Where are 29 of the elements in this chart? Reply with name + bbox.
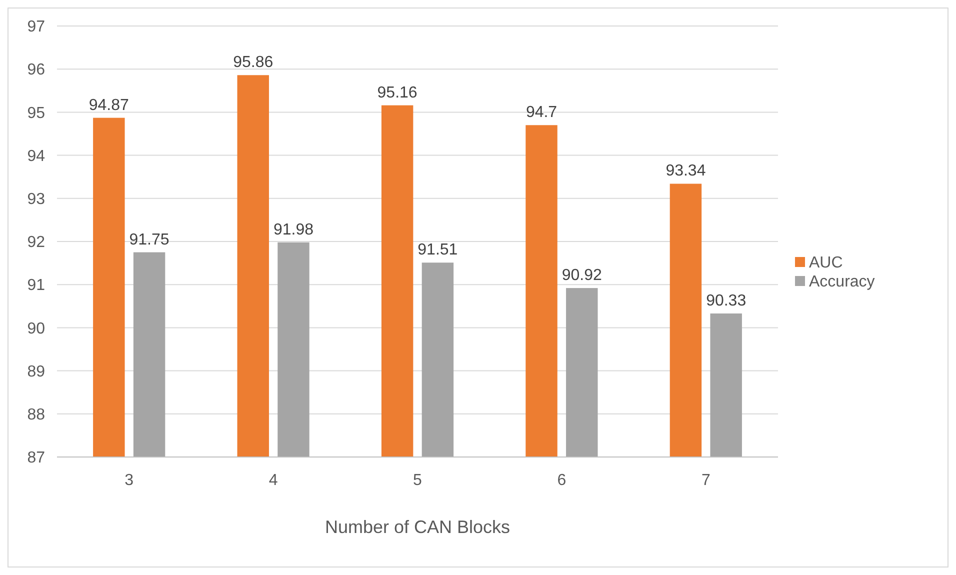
- y-tick-label: 94: [27, 148, 46, 165]
- data-label: 94.7: [526, 104, 558, 122]
- y-tick-label: 93: [27, 191, 46, 208]
- data-label: 93.34: [666, 162, 706, 180]
- data-label: 95.86: [233, 54, 274, 72]
- x-axis-title: Number of CAN Blocks: [324, 517, 510, 537]
- y-tick-label: 95: [27, 104, 46, 122]
- y-tick-label: 90: [27, 320, 46, 338]
- y-tick-label: 92: [27, 234, 46, 252]
- x-tick-label: 4: [268, 472, 278, 489]
- data-label: 95.16: [377, 84, 418, 102]
- y-tick-label: 91: [27, 277, 46, 294]
- x-tick-label: 6: [557, 472, 566, 489]
- data-label: 90.92: [562, 267, 602, 284]
- y-tick-label: 89: [27, 363, 46, 380]
- y-tick-label: 97: [27, 18, 46, 36]
- y-tick-label: 88: [27, 406, 46, 424]
- x-tick-label: 5: [413, 472, 422, 489]
- data-label: 94.87: [88, 96, 130, 114]
- x-tick-label: 7: [701, 472, 710, 489]
- x-tick-label: 3: [124, 472, 134, 489]
- legend-label: AUC: [809, 254, 843, 272]
- data-label: 90.33: [706, 292, 746, 310]
- y-tick-label: 87: [27, 450, 46, 467]
- legend-label: Accuracy: [809, 274, 875, 291]
- data-label: 91.98: [273, 221, 314, 238]
- y-tick-label: 96: [27, 62, 46, 79]
- data-label: 91.51: [418, 242, 458, 259]
- data-label: 91.75: [129, 231, 170, 248]
